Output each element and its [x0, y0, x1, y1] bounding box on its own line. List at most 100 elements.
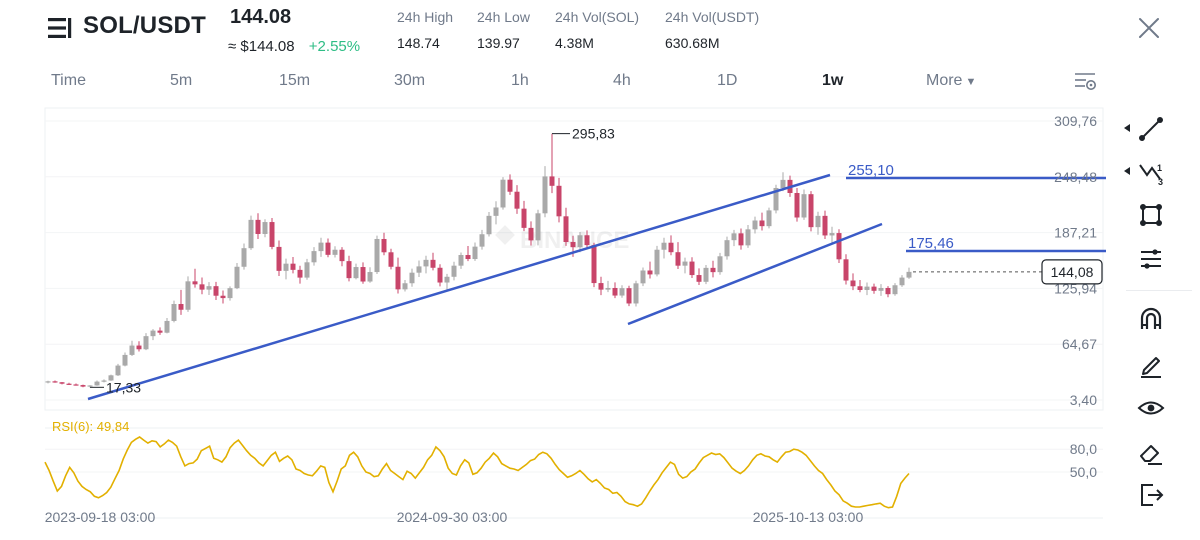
- candle-body: [150, 330, 156, 337]
- eye-icon[interactable]: [1136, 393, 1166, 423]
- expand-arrow-icon[interactable]: [1124, 167, 1130, 175]
- magnet-icon[interactable]: [1136, 305, 1166, 335]
- candle-body: [885, 287, 891, 295]
- candle-body: [857, 286, 863, 290]
- tf-1d[interactable]: 1D: [717, 72, 738, 89]
- candle: [682, 257, 688, 274]
- fibonacci-tool-icon[interactable]: [1136, 244, 1166, 274]
- candle-body: [556, 185, 562, 217]
- tf-5m[interactable]: 5m: [170, 72, 193, 89]
- candle-body: [479, 234, 485, 247]
- candle: [227, 286, 233, 301]
- candle: [136, 341, 142, 352]
- eraser-icon[interactable]: [1136, 437, 1166, 467]
- candle: [388, 248, 394, 270]
- stat-value: 139.97: [477, 35, 520, 51]
- candle: [899, 275, 905, 287]
- candle: [157, 327, 163, 335]
- candle: [220, 290, 226, 304]
- tf-1h[interactable]: 1h: [511, 72, 529, 89]
- candle: [598, 276, 604, 296]
- y-tick-label: 3,40: [1070, 392, 1097, 408]
- candle: [290, 257, 296, 274]
- candle: [675, 242, 681, 269]
- candle-body: [423, 259, 429, 267]
- candle: [528, 221, 534, 246]
- candle-body: [640, 270, 646, 284]
- chart-grid: [44, 107, 1104, 519]
- candle: [584, 230, 590, 248]
- candle-body: [87, 385, 93, 387]
- menu-icon[interactable]: [48, 16, 74, 40]
- candle-body: [584, 235, 590, 246]
- candle: [101, 379, 107, 383]
- candle-body: [605, 287, 611, 290]
- tf-30m[interactable]: 30m: [394, 72, 426, 89]
- exchange-watermark: BINANCE: [495, 225, 629, 254]
- caret-down-icon: ▼: [965, 76, 977, 88]
- trendline-tool-icon[interactable]: [1136, 114, 1166, 144]
- price-pane-frame: [44, 107, 1104, 411]
- high-marker-label: 295,83: [572, 126, 615, 142]
- candle-body: [661, 242, 667, 250]
- y-tick-label: 309,76: [1054, 113, 1097, 129]
- y-tick-label: 187,21: [1054, 225, 1097, 241]
- pair-title[interactable]: SOL/USDT: [83, 12, 206, 39]
- shape-tool-icon[interactable]: [1136, 200, 1166, 230]
- candle-body: [535, 213, 541, 241]
- timeframe-bar: Time 5m 15m 30m 1h 4h 1D 1w More ▼: [0, 66, 1110, 96]
- drawings: 255,10 175,46: [87, 162, 1106, 401]
- candle-body: [234, 266, 240, 289]
- candle: [850, 273, 856, 291]
- candle-body: [402, 283, 408, 290]
- candle-body: [507, 179, 513, 192]
- expand-arrow-icon[interactable]: [1124, 124, 1130, 132]
- candle: [346, 255, 352, 282]
- candle: [381, 232, 387, 256]
- candle-body: [136, 345, 142, 350]
- candle: [213, 281, 219, 301]
- tf-1w[interactable]: 1w: [822, 72, 844, 89]
- stat-24h-vol-sol: 24h Vol(SOL) 4.38M: [555, 9, 639, 51]
- candlestick-chart[interactable]: BINANCE 255,10 175,46 309,76 248,48 187,21 1…: [0, 100, 1110, 530]
- candle-body: [255, 219, 261, 234]
- candle-body: [752, 220, 758, 230]
- chart-labels: 309,76248,48187,21125,9464,673,40295,831…: [90, 113, 1103, 408]
- x-tick-label: 2023-09-18 03:00: [45, 509, 156, 525]
- candle: [892, 283, 898, 296]
- tf-15m[interactable]: 15m: [279, 72, 311, 89]
- x-axis-mask: [0, 500, 45, 530]
- candle-body: [80, 385, 86, 387]
- candle: [311, 247, 317, 266]
- candle: [486, 212, 492, 237]
- tf-4h[interactable]: 4h: [613, 72, 631, 89]
- candle: [535, 209, 541, 246]
- tf-time[interactable]: Time: [51, 72, 86, 89]
- candle: [479, 229, 485, 250]
- stat-value: 630.68M: [665, 35, 720, 51]
- candle-body: [59, 382, 65, 384]
- chart-settings-icon[interactable]: [1074, 70, 1098, 92]
- tf-more-dropdown[interactable]: More ▼: [926, 72, 976, 90]
- candle-body: [129, 345, 135, 355]
- candle-body: [843, 259, 849, 281]
- candle: [262, 219, 268, 238]
- candle-body: [227, 288, 233, 299]
- candle-body: [696, 275, 702, 282]
- candle-body: [801, 194, 807, 218]
- stat-label: 24h Vol(USDT): [665, 9, 760, 25]
- candle: [143, 333, 149, 351]
- candle-body: [395, 266, 401, 290]
- candle-body: [157, 330, 163, 333]
- pattern-tool-icon[interactable]: 1 3: [1136, 157, 1166, 187]
- pencil-icon[interactable]: [1136, 349, 1166, 379]
- candle: [878, 284, 884, 296]
- candle-body: [241, 248, 247, 267]
- candle-body: [542, 176, 548, 214]
- candle-body: [717, 256, 723, 273]
- candle: [395, 257, 401, 294]
- exit-fullscreen-icon[interactable]: [1136, 480, 1166, 510]
- candle-body: [836, 233, 842, 260]
- close-icon[interactable]: [1137, 16, 1161, 40]
- candle: [374, 235, 380, 274]
